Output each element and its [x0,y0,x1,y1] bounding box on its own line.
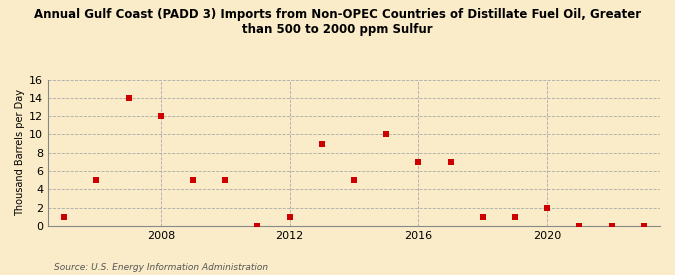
Point [606,224,617,228]
Point [381,132,392,137]
Point [91,178,102,182]
Point [349,178,360,182]
Text: Annual Gulf Coast (PADD 3) Imports from Non-OPEC Countries of Distillate Fuel Oi: Annual Gulf Coast (PADD 3) Imports from … [34,8,641,36]
Point [220,178,231,182]
Point [639,224,649,228]
Point [317,141,327,146]
Point [124,96,134,100]
Point [252,224,263,228]
Point [155,114,166,118]
Point [446,160,456,164]
Point [188,178,198,182]
Point [477,214,488,219]
Point [574,224,585,228]
Point [59,214,70,219]
Point [413,160,424,164]
Y-axis label: Thousand Barrels per Day: Thousand Barrels per Day [15,89,25,216]
Point [284,214,295,219]
Point [542,205,553,210]
Point [510,214,520,219]
Text: Source: U.S. Energy Information Administration: Source: U.S. Energy Information Administ… [54,263,268,272]
